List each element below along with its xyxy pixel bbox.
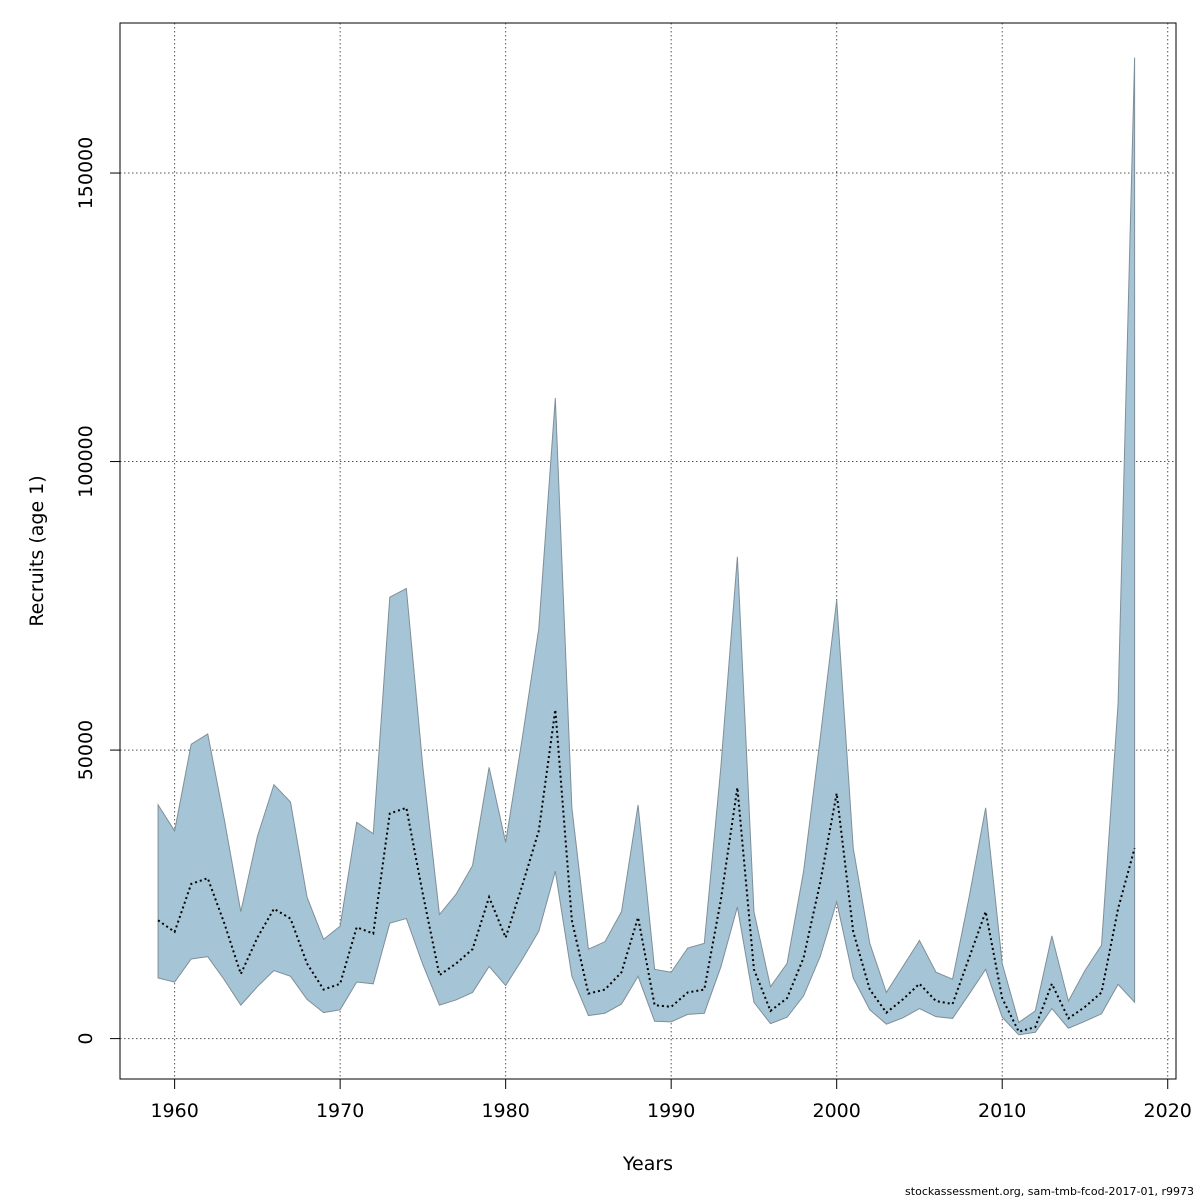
y-tick-label: 150000 (75, 137, 97, 210)
x-tick-label: 2020 (1144, 1100, 1192, 1122)
y-tick-label: 50000 (75, 720, 97, 780)
grid-lines (120, 23, 1176, 1079)
y-axis-title: Recruits (age 1) (26, 475, 48, 626)
y-axis: 0 50000 100000 150000 (75, 137, 121, 1045)
x-tick-label: 2000 (813, 1100, 861, 1122)
confidence-band (157, 57, 1136, 1036)
x-axis-title: Years (622, 1153, 673, 1175)
x-tick-label: 2010 (978, 1100, 1026, 1122)
x-axis: 1960 1970 1980 1990 2000 2010 2020 (150, 1078, 1192, 1122)
credit-text: stockassessment.org, sam-tmb-fcod-2017-0… (905, 1185, 1194, 1198)
x-tick-label: 1980 (481, 1100, 529, 1122)
x-tick-label: 1970 (316, 1100, 364, 1122)
y-tick-label: 0 (75, 1033, 97, 1045)
y-tick-label: 100000 (75, 425, 97, 498)
x-tick-label: 1990 (647, 1100, 695, 1122)
x-tick-label: 1960 (150, 1100, 198, 1122)
estimate-line (157, 709, 1136, 1033)
